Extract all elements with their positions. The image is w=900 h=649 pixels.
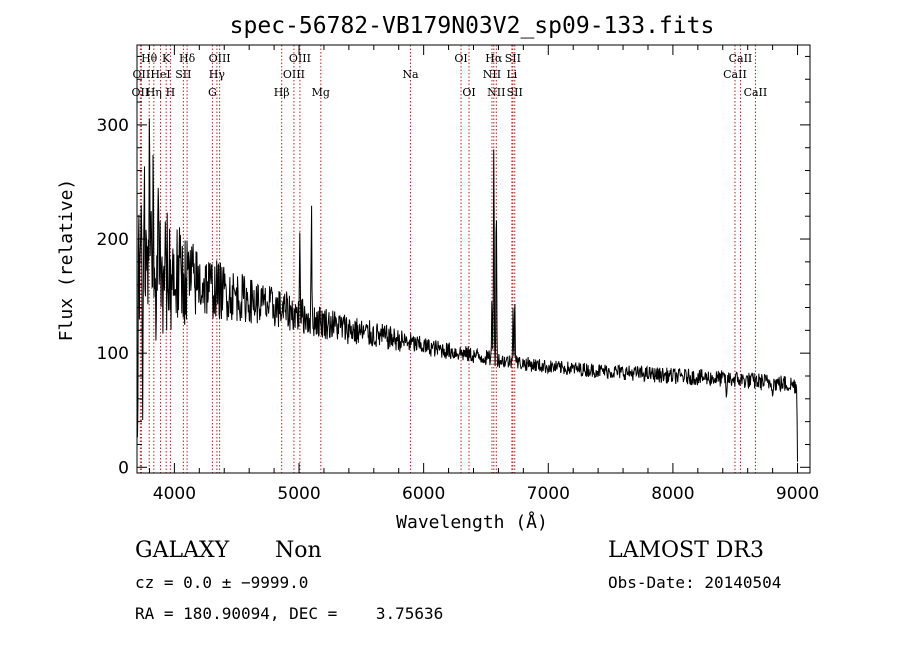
line-label-8: Hδ [179, 52, 196, 65]
y-tick-label-100: 100 [97, 344, 129, 364]
x-tick-label-9000: 9000 [776, 484, 819, 504]
line-label-21: NII [487, 86, 505, 99]
line-label-16: Na [402, 68, 419, 81]
line-label-27: CaII [744, 86, 768, 99]
y-tick-label-300: 300 [97, 116, 129, 136]
y-tick-label-200: 200 [97, 230, 129, 250]
line-label-12: Hβ [274, 86, 290, 99]
line-label-4: HeI [150, 68, 170, 81]
y-axis-ticks: 0 100 200 300 [97, 55, 810, 478]
object-subclass: Non [275, 538, 322, 563]
line-label-22: Li [506, 68, 517, 81]
redshift-cz: cz = 0.0 ± −9999.0 [135, 573, 309, 592]
line-label-2: Hθ [141, 52, 158, 65]
x-tick-label-8000: 8000 [651, 484, 694, 504]
survey-name: LAMOST DR3 [608, 538, 764, 563]
line-label-11: OIII [209, 52, 231, 65]
line-label-18: OI [462, 86, 475, 99]
line-label-5: K [162, 52, 171, 65]
line-label-9: G [208, 86, 217, 99]
spectral-line-labels: OIIOIIHθHηHeIKHSIIHδGHγOIIIHβOIIIOIIIMgN… [132, 52, 768, 99]
line-label-19: NII [483, 68, 501, 81]
y-tick-label-0: 0 [118, 458, 129, 478]
x-axis-ticks: 4000 5000 6000 7000 8000 9000 [148, 45, 819, 504]
chart-title: spec-56782-VB179N03V2_sp09-133.fits [230, 13, 715, 39]
x-tick-label-7000: 7000 [527, 484, 570, 504]
y-axis-label: Flux (relative) [56, 179, 77, 342]
line-label-26: CaII [729, 52, 753, 65]
x-axis-label: Wavelength (Å) [396, 511, 548, 533]
x-tick-label-5000: 5000 [277, 484, 320, 504]
line-label-13: OIII [283, 68, 305, 81]
line-label-20: Hα [485, 52, 503, 65]
line-label-3: Hη [146, 86, 162, 99]
line-label-6: H [166, 86, 176, 99]
plot-frame [136, 44, 811, 474]
observation-date: Obs-Date: 20140504 [608, 573, 782, 592]
line-label-23: SII [505, 52, 521, 65]
line-label-17: OI [454, 52, 467, 65]
object-class: GALAXY [135, 538, 230, 563]
x-tick-label-6000: 6000 [402, 484, 445, 504]
spectrum-chart: spec-56782-VB179N03V2_sp09-133.fits OII O… [56, 13, 819, 533]
line-label-25: CaII [723, 68, 747, 81]
line-label-15: Mg [312, 86, 330, 99]
line-label-14: OIII [289, 52, 311, 65]
line-label-7: SII [175, 68, 191, 81]
spectral-line-markers [139, 45, 756, 473]
ra-dec: RA = 180.90094, DEC = 3.75636 [135, 604, 444, 623]
line-label-24: SII [507, 86, 523, 99]
line-label-10: Hγ [209, 68, 226, 81]
x-tick-label-4000: 4000 [153, 484, 196, 504]
line-label-0: OII [132, 86, 150, 99]
spectrum-line [136, 118, 798, 462]
